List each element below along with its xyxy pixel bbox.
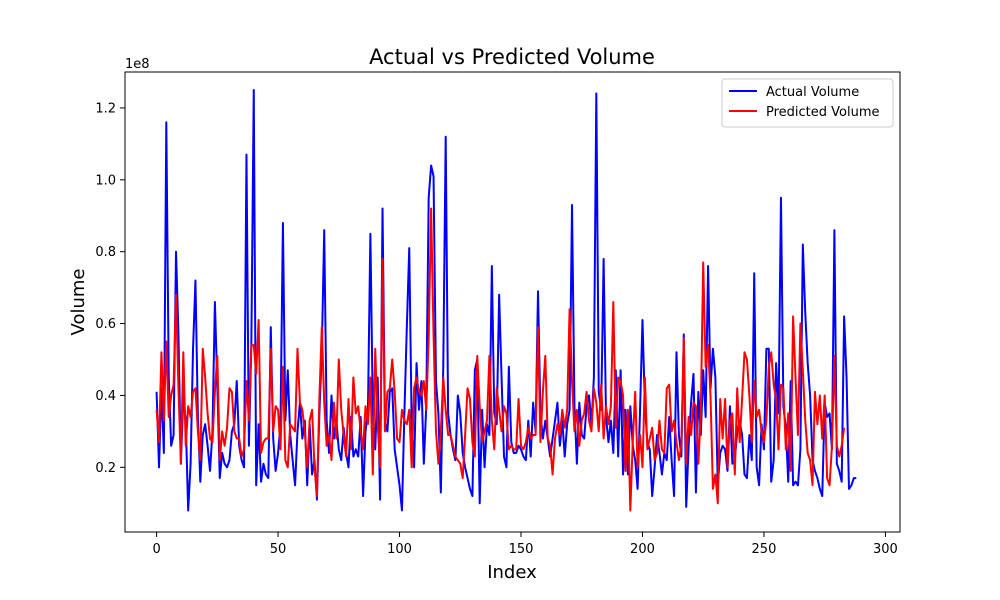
x-tick-label: 300 <box>873 542 898 557</box>
y-axis: 0.2 0.4 0.6 0.8 1.0 1.2 <box>95 101 125 476</box>
series-layer <box>155 88 857 512</box>
x-tick-label: 200 <box>630 542 655 557</box>
plot-area <box>125 72 900 532</box>
y-tick-label: 1.0 <box>95 173 116 188</box>
legend-label-actual: Actual Volume <box>766 85 859 100</box>
y-offset-label: 1e8 <box>125 57 150 72</box>
y-axis-label: Volume <box>68 269 89 336</box>
y-tick-label: 0.8 <box>95 245 116 260</box>
y-tick-label: 1.2 <box>95 101 116 116</box>
plot-frame <box>124 71 901 533</box>
x-axis: 0 50 100 150 200 250 300 <box>152 532 898 557</box>
y-tick-label: 0.2 <box>95 461 116 476</box>
x-tick-label: 100 <box>387 542 412 557</box>
legend-box <box>721 78 894 128</box>
chart-title: Actual vs Predicted Volume <box>369 45 655 69</box>
x-tick-label: 250 <box>752 542 777 557</box>
x-tick-label: 50 <box>270 542 287 557</box>
series-line-predicted <box>155 207 846 512</box>
y-tick-label: 0.4 <box>95 389 116 404</box>
x-tick-label: 0 <box>152 542 160 557</box>
legend-label-predicted: Predicted Volume <box>766 105 880 120</box>
x-tick-label: 150 <box>509 542 534 557</box>
legend: Actual Volume Predicted Volume <box>721 78 894 128</box>
x-axis-label: Index <box>487 562 537 583</box>
y-tick-label: 0.6 <box>95 317 116 332</box>
